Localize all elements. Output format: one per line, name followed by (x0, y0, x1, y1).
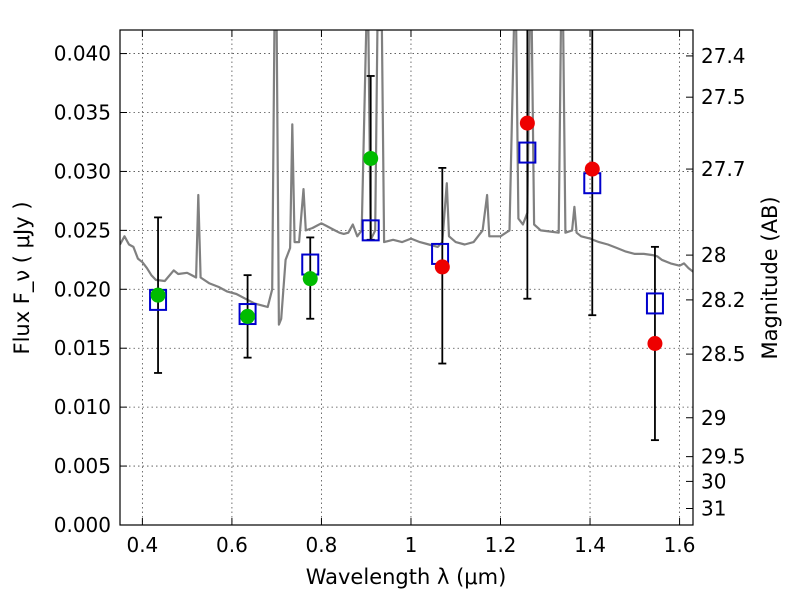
y-axis-title: Flux F_ν ( μJy ) (10, 201, 35, 354)
x-tick-label: 0.6 (216, 533, 248, 557)
observed-flux-point (434, 259, 450, 275)
x-axis-title: Wavelength λ (μm) (306, 565, 507, 589)
right-tick-label: 31 (701, 497, 726, 521)
y-tick-label: 0.020 (54, 277, 111, 301)
model-flux-square (238, 303, 257, 326)
observed-flux-point (302, 271, 318, 287)
right-tick-label: 27.7 (701, 157, 746, 181)
plot-background (120, 30, 693, 525)
observed-flux-point (519, 115, 535, 131)
y-tick-label: 0.005 (54, 454, 111, 478)
x-tick-label: 1.4 (574, 533, 606, 557)
right-tick-label: 28.5 (701, 342, 746, 366)
plot-area (120, 30, 693, 326)
y-tick-label: 0.010 (54, 395, 111, 419)
model-flux-square (361, 219, 380, 242)
model-flux-square (645, 292, 664, 315)
right-tick-label: 28 (701, 243, 726, 267)
tick-labels: 0.4 0.6 0.8 1 1.2 1.4 1.6 0.000 0.005 0.010 0.015 0… (54, 42, 746, 557)
ticks (120, 30, 693, 526)
y-tick-label: 0.040 (54, 42, 111, 66)
model-flux-square (518, 141, 537, 164)
markers (149, 115, 664, 351)
y-tick-label: 0.035 (54, 101, 111, 125)
plot-frame (119, 29, 694, 526)
x-tick-label: 1 (405, 533, 418, 557)
y-tick-label: 0.025 (54, 218, 111, 242)
right-tick-label: 27.4 (701, 44, 746, 68)
y-tick-label: 0.015 (54, 336, 111, 360)
y-tick-label: 0.000 (54, 513, 111, 537)
observed-flux-point (584, 161, 600, 177)
x-tick-label: 0.4 (126, 533, 158, 557)
observed-flux-point (240, 308, 256, 324)
x-tick-label: 1.6 (664, 533, 696, 557)
observed-flux-point (150, 287, 166, 303)
x-tick-label: 0.8 (306, 533, 338, 557)
right-tick-label: 28.2 (701, 288, 746, 312)
right-tick-label: 29 (701, 406, 726, 430)
right-tick-label: 29.5 (701, 445, 746, 469)
observed-flux-point (363, 150, 379, 166)
x-tick-label: 1.2 (485, 533, 517, 557)
right-tick-label: 30 (701, 469, 726, 493)
sed-model-line (120, 30, 693, 326)
observed-flux-point (647, 336, 663, 351)
right-tick-label: 27.5 (701, 85, 746, 109)
right-axis-title: Magnitude (AB) (758, 196, 782, 359)
y-tick-label: 0.030 (54, 159, 111, 183)
